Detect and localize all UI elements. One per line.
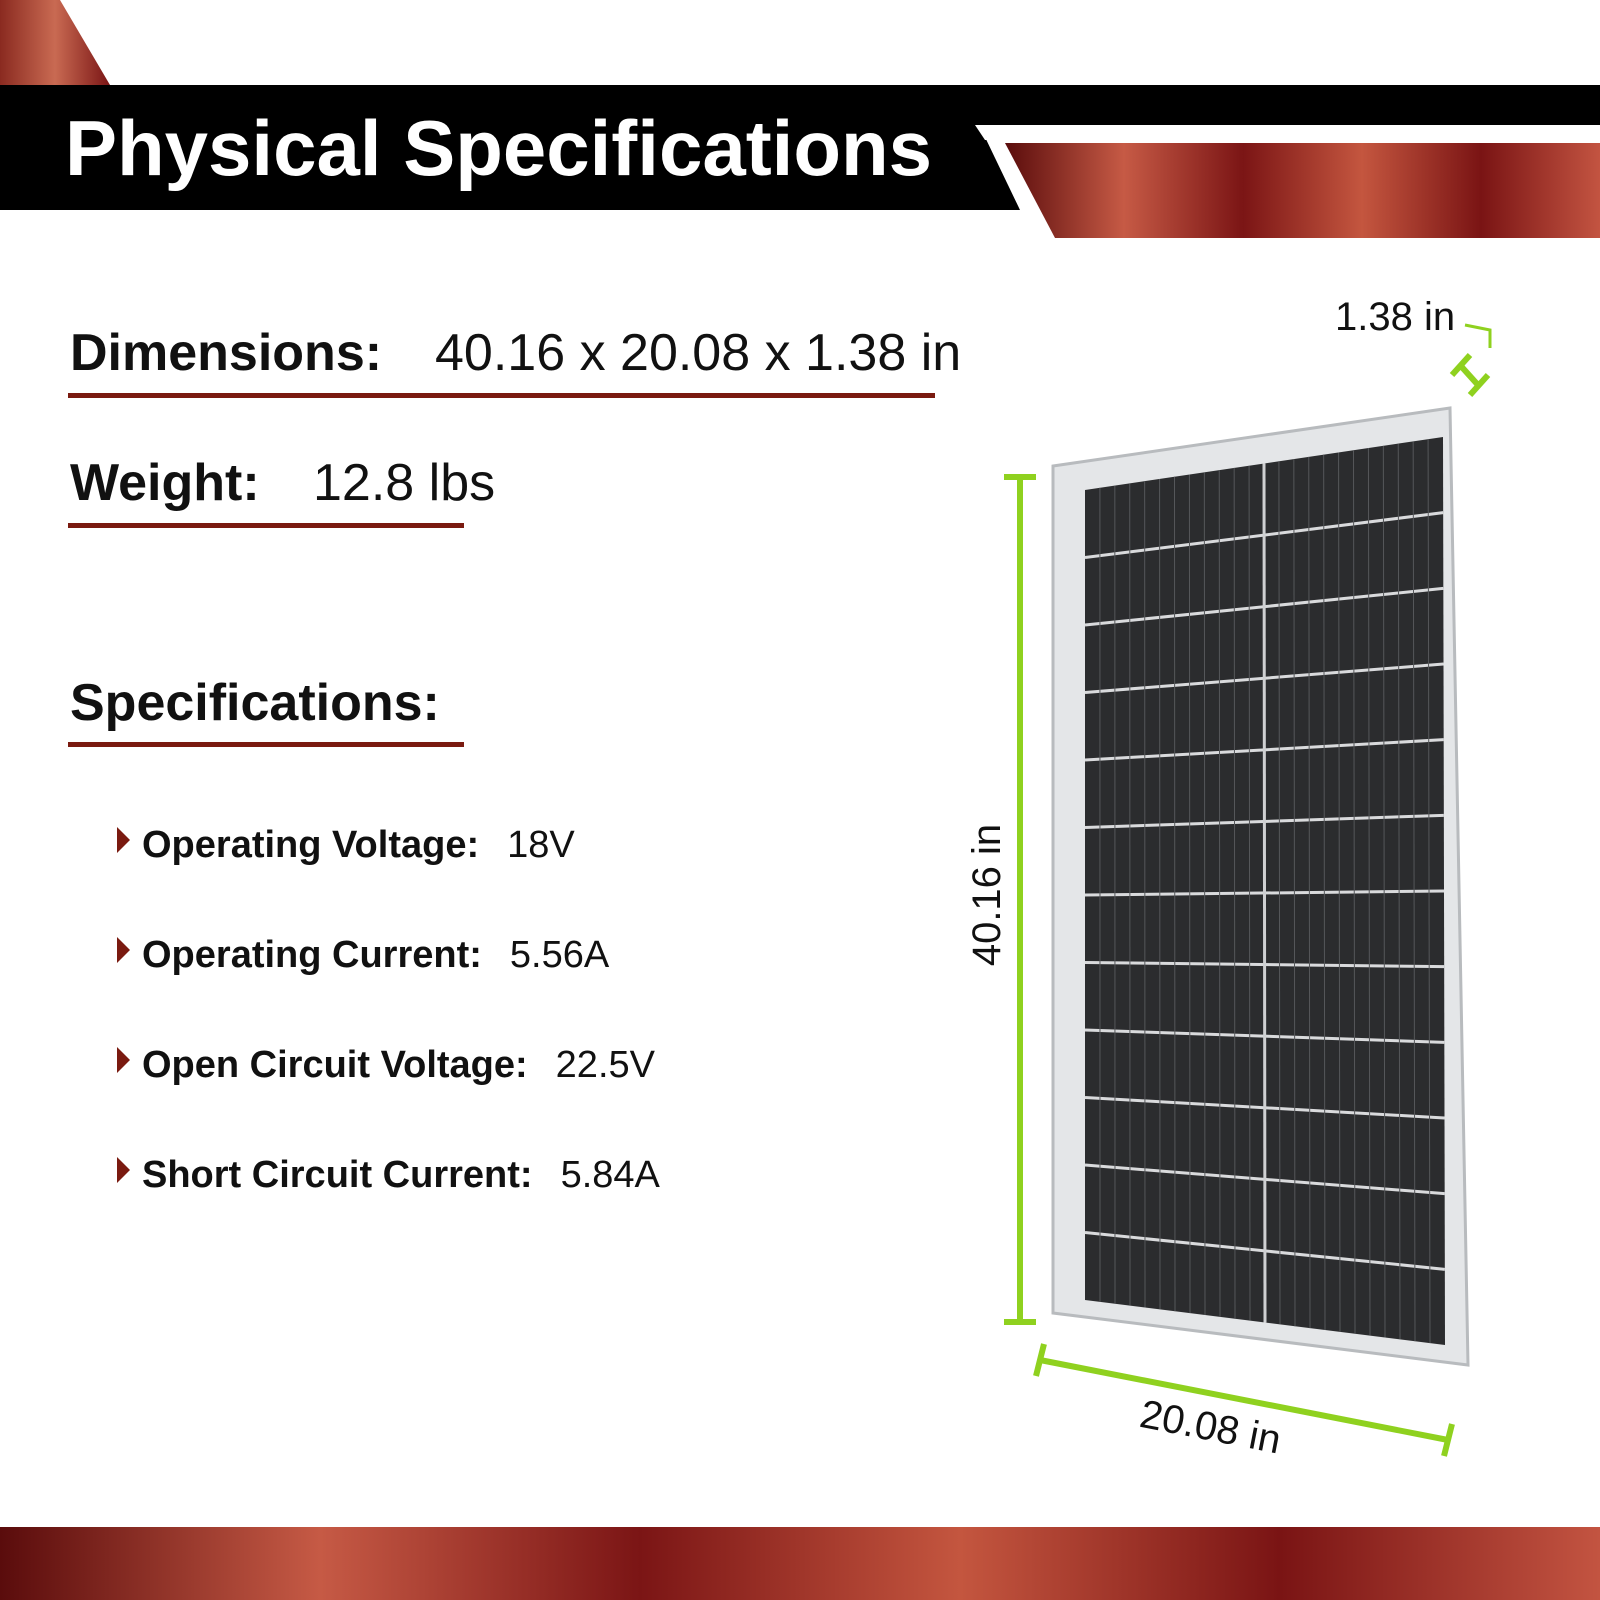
spec-value: 18V xyxy=(507,824,575,866)
cell-column xyxy=(1278,461,1281,1325)
cell-column xyxy=(1323,454,1326,1331)
corner-accent xyxy=(0,0,110,85)
underline xyxy=(68,393,935,398)
cell-column xyxy=(1174,476,1176,1312)
dimensions-label: Dimensions: xyxy=(70,324,382,382)
cell-column xyxy=(1203,472,1206,1316)
weight-value: 12.8 lbs xyxy=(313,454,495,512)
cell-column xyxy=(1353,450,1356,1334)
bullet xyxy=(117,937,130,963)
spec-value: 5.84A xyxy=(561,1154,661,1196)
copper-band xyxy=(1005,143,1600,238)
width-cap xyxy=(1033,1343,1047,1377)
bullet xyxy=(117,1047,130,1073)
height-label: 40.16 in xyxy=(965,824,1009,966)
underline xyxy=(68,742,464,747)
cell-column xyxy=(1427,439,1431,1344)
cell-column xyxy=(1338,452,1341,1332)
bullet xyxy=(117,827,130,853)
specifications-title: Specifications: xyxy=(70,674,440,732)
cell-column xyxy=(1382,445,1386,1338)
footer-band xyxy=(0,1527,1600,1600)
cell-column xyxy=(1308,456,1311,1329)
depth-cap xyxy=(1467,372,1491,398)
depth-line xyxy=(1457,362,1481,388)
cell-column xyxy=(1233,467,1236,1319)
cell-column xyxy=(1188,474,1191,1314)
depth-label: 1.38 in xyxy=(1335,295,1455,339)
cell-column xyxy=(1262,463,1267,1323)
spec-label: Short Circuit Current: xyxy=(142,1154,533,1196)
cell-column xyxy=(1293,459,1296,1327)
cell-column xyxy=(1218,470,1221,1317)
banner-gap xyxy=(975,125,1600,140)
spec-value: 22.5V xyxy=(556,1044,656,1086)
spec-label: Operating Voltage: xyxy=(142,824,479,866)
title: Physical Specifications xyxy=(65,104,932,192)
title-banner xyxy=(0,85,1020,210)
dimension-lines xyxy=(1004,323,1492,1457)
depth-cap xyxy=(1449,352,1473,378)
spec-value: 5.56A xyxy=(510,934,610,976)
solar-panel xyxy=(1051,406,1470,1367)
underline xyxy=(68,523,464,528)
cell-column xyxy=(1412,441,1416,1342)
spec-list: Operating Voltage: 18V Operating Current: 5… xyxy=(117,824,661,1196)
spec-label: Open Circuit Voltage: xyxy=(142,1044,528,1086)
spec-label: Operating Current: xyxy=(142,934,482,976)
cell-column xyxy=(1397,443,1401,1340)
dimensions-value: 40.16 x 20.08 x 1.38 in xyxy=(435,324,961,382)
cell-column xyxy=(1367,448,1371,1336)
cell-column xyxy=(1248,465,1251,1321)
width-line xyxy=(1039,1357,1449,1443)
bullet xyxy=(117,1157,130,1183)
depth-leader xyxy=(1464,323,1492,348)
width-cap xyxy=(1441,1423,1455,1457)
weight-label: Weight: xyxy=(70,454,260,512)
